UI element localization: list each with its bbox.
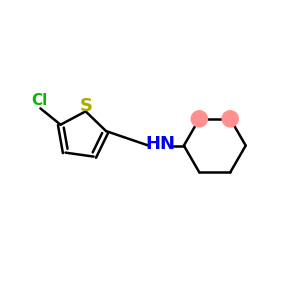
Text: Cl: Cl (31, 93, 47, 108)
Point (197, 116, 202, 121)
Point (228, 116, 232, 121)
Text: S: S (80, 97, 93, 115)
Text: HN: HN (145, 135, 175, 153)
